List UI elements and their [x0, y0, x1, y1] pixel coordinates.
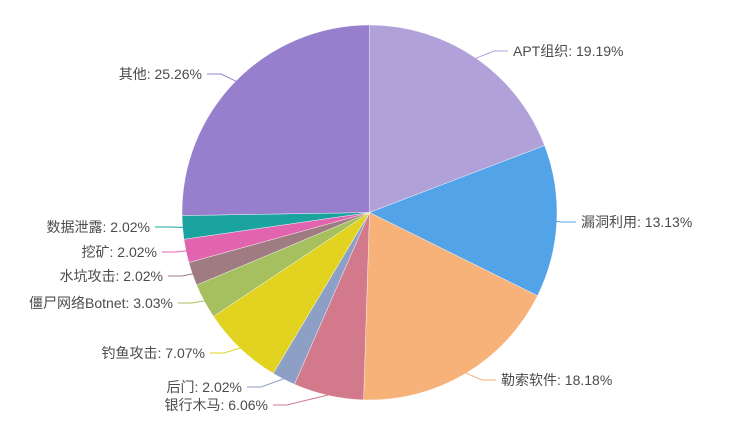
label-line-botnet	[178, 300, 205, 304]
label-watering-hole: 水坑攻击: 2.02%	[59, 268, 163, 284]
label-phishing: 钓鱼攻击: 7.07%	[101, 345, 205, 361]
label-botnet: 僵尸网络Botnet: 3.03%	[29, 295, 173, 311]
label-line-apt-group	[475, 50, 508, 59]
label-data-breach: 数据泄露: 2.02%	[46, 219, 150, 235]
label-line-vulnerability-exploit	[556, 220, 576, 223]
label-ransomware: 勒索软件: 18.18%	[501, 372, 613, 388]
label-backdoor: 后门: 2.02%	[166, 379, 242, 395]
label-line-mining	[162, 250, 187, 253]
label-mining: 挖矿: 2.02%	[81, 244, 157, 260]
label-banking-trojan: 银行木马: 6.06%	[164, 397, 268, 413]
label-line-others	[207, 73, 237, 82]
label-line-phishing	[210, 347, 241, 354]
pie-slice-others[interactable]	[181, 24, 370, 216]
label-line-ransomware	[465, 372, 496, 381]
label-line-watering-hole	[168, 273, 193, 277]
label-line-banking-trojan	[273, 394, 329, 406]
label-apt-group: APT组织: 19.19%	[513, 43, 624, 59]
label-vulnerability-exploit: 漏洞利用: 13.13%	[581, 214, 693, 230]
label-others: 其他: 25.26%	[118, 66, 202, 82]
label-line-backdoor	[247, 378, 285, 388]
